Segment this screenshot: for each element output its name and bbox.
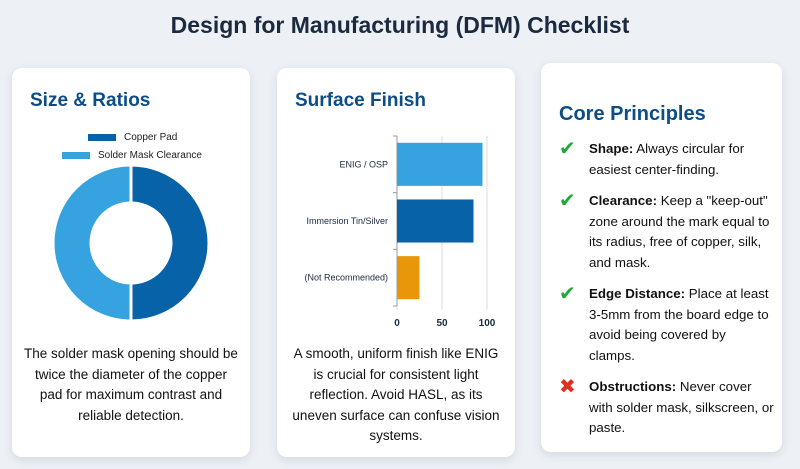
bar-0 (397, 142, 483, 186)
item-label: Clearance: (589, 193, 657, 208)
category-label: (Not Recommended) (304, 273, 388, 283)
cross-icon: ✖ (559, 376, 576, 398)
legend-item-solder-mask[interactable]: Solder Mask Clearance (62, 150, 202, 161)
donut-slice-1 (51, 163, 133, 323)
core-principles-card: Core Principles ✔ Shape: Always circular … (541, 63, 782, 452)
item-label: Shape: (589, 141, 634, 156)
card-description: The solder mask opening should be twice … (24, 346, 238, 423)
x-tick-label: 100 (479, 318, 496, 329)
principle-shape: ✔ Shape: Always circular for easiest cent… (559, 139, 774, 180)
principle-edge-distance: ✔ Edge Distance: Place at least 3-5mm fro… (559, 284, 774, 366)
principle-obstructions: ✖ Obstructions: Never cover with solder m… (559, 377, 774, 439)
card-heading: Size & Ratios (30, 90, 151, 111)
category-label: Immersion Tin/Silver (306, 216, 388, 226)
legend-label: Copper Pad (124, 132, 178, 143)
bar-1 (397, 199, 474, 243)
card-description: A smooth, uniform finish like ENIG is cr… (292, 346, 500, 443)
bar-chart: 0 50 100 ENIG / OSP Immersion Tin/Silver (Not… (304, 135, 496, 329)
x-tick-label: 0 (394, 318, 400, 329)
page-title: Design for Manufacturing (DFM) Checklist (170, 12, 630, 38)
surface-finish-card: Surface Finish 0 50 100 ENIG / OSP Immersion… (277, 68, 515, 457)
legend-swatch (62, 152, 90, 159)
item-text: Keep a "keep-out" zone around the mark e… (589, 193, 770, 270)
item-label: Obstructions: (589, 379, 677, 394)
card-heading: Surface Finish (295, 90, 426, 111)
check-icon: ✔ (559, 190, 576, 212)
legend-item-copper-pad[interactable]: Copper Pad (88, 132, 177, 143)
legend-swatch (88, 134, 116, 141)
card-heading: Core Principles (559, 103, 706, 125)
legend-label: Solder Mask Clearance (98, 150, 202, 161)
bar-2 (397, 256, 420, 300)
check-icon: ✔ (559, 283, 576, 305)
item-label: Edge Distance: (589, 286, 686, 301)
donut-slice-0 (129, 163, 211, 323)
principle-clearance: ✔ Clearance: Keep a "keep-out" zone aroun… (559, 191, 774, 273)
category-label: ENIG / OSP (339, 159, 388, 169)
donut-chart (51, 163, 211, 323)
x-tick-label: 50 (436, 318, 448, 329)
item-text: Place at least 3-5mm from the board edge… (589, 286, 769, 363)
item-text: Never cover with solder mask, silkscreen… (589, 379, 774, 435)
item-text: Always circular for easiest center-findi… (589, 141, 745, 177)
size-ratios-card: Size & Ratios Copper Pad Solder Mask Cle… (12, 68, 250, 457)
check-icon: ✔ (559, 138, 576, 160)
